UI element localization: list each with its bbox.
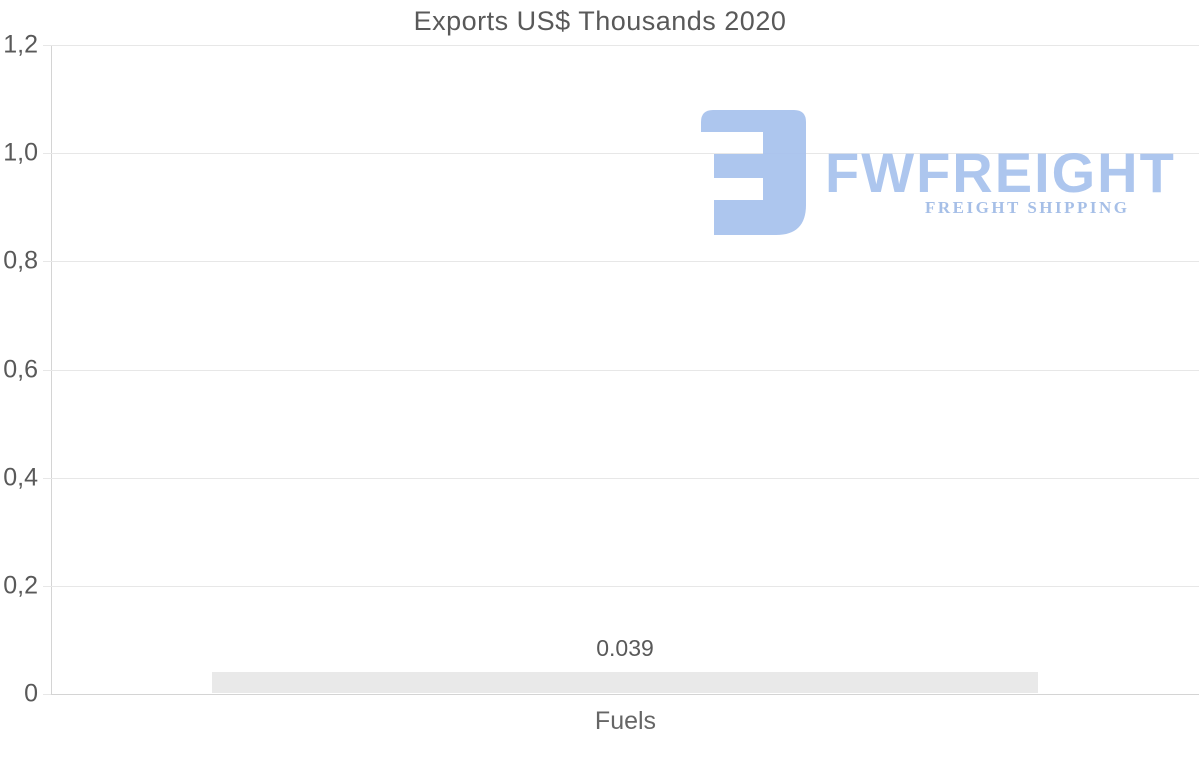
y-axis-tickmark	[43, 478, 51, 479]
gridline	[51, 261, 1199, 262]
y-axis-tickmark	[43, 261, 51, 262]
brand-tagline: FREIGHT SHIPPING	[925, 198, 1130, 217]
y-axis-tickmark	[43, 586, 51, 587]
bar-fuels[interactable]	[211, 672, 1039, 693]
y-axis-tick-label: 0,8	[3, 246, 38, 275]
fwfreight-logo-icon	[701, 110, 806, 235]
gridline	[51, 586, 1199, 587]
y-axis-tick-label: 0	[24, 679, 38, 708]
brand-watermark: FWFREIGHT FREIGHT SHIPPING	[701, 110, 1200, 240]
gridline	[51, 478, 1199, 479]
y-axis-tickmark	[43, 45, 51, 46]
gridline	[51, 153, 1199, 154]
y-axis-tick-label: 0,4	[3, 463, 38, 492]
y-axis-tick-label: 0,2	[3, 571, 38, 600]
y-axis-tick-label: 1,2	[3, 30, 38, 59]
y-axis-tickmark	[43, 153, 51, 154]
brand-name: FWFREIGHT	[825, 141, 1176, 204]
y-axis-tick-label: 0,6	[3, 355, 38, 384]
y-axis-tickmark	[43, 694, 51, 695]
gridline	[51, 45, 1199, 46]
x-axis-category-label: Fuels	[594, 707, 657, 735]
x-axis-line	[51, 694, 1199, 695]
y-axis-tick-label: 1,0	[3, 138, 38, 167]
plot-area: FWFREIGHT FREIGHT SHIPPING 0.039 0 0,2 0,4…	[3, 32, 1200, 706]
y-axis-tickmark	[43, 370, 51, 371]
gridline	[51, 370, 1199, 371]
y-axis-line	[51, 45, 52, 694]
bar-value-label: 0.039	[596, 635, 654, 661]
chart-title: Exports US$ Thousands 2020	[413, 6, 787, 36]
